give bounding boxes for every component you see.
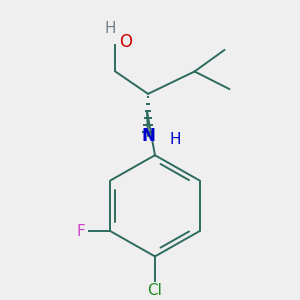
Text: H: H — [105, 21, 116, 36]
Text: F: F — [76, 224, 85, 238]
Text: Cl: Cl — [148, 283, 162, 298]
Text: O: O — [119, 33, 132, 51]
Text: H: H — [169, 132, 181, 147]
Text: N: N — [141, 127, 155, 145]
